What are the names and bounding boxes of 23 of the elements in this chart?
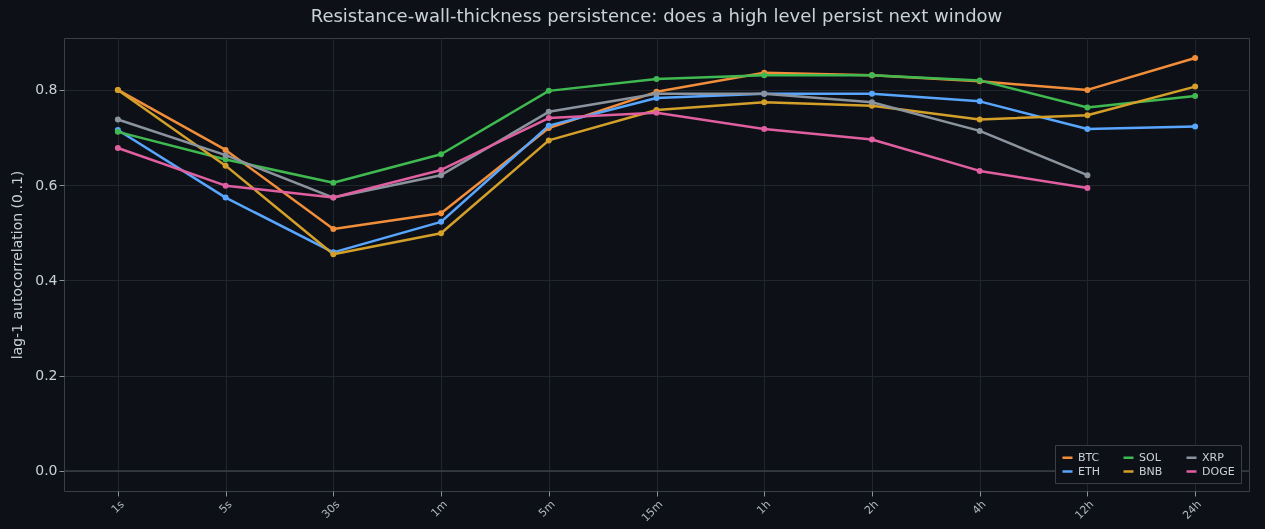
legend-label: XRP bbox=[1202, 450, 1225, 464]
x-tick-label: 30s bbox=[319, 497, 343, 521]
x-tick-label: 5s bbox=[216, 497, 235, 516]
x-tick-label: 1m bbox=[428, 497, 451, 520]
x-tick-label: 1s bbox=[108, 497, 128, 516]
legend-label: ETH bbox=[1078, 464, 1100, 478]
legend-label: BNB bbox=[1139, 464, 1163, 478]
x-tick-label: 5m bbox=[536, 497, 558, 520]
legend-label: DOGE bbox=[1202, 464, 1235, 478]
y-tick-label: 0.4 bbox=[35, 271, 58, 288]
x-tick-label: 12h bbox=[1072, 497, 1097, 522]
x-tick-label: 2h bbox=[861, 497, 881, 517]
y-tick-label: 0.8 bbox=[35, 81, 58, 98]
y-axis-title: lag-1 autocorrelation (0..1) bbox=[9, 170, 26, 360]
y-tick-label: 0.2 bbox=[35, 367, 58, 384]
y-tick-label: 0.6 bbox=[35, 176, 58, 193]
chart-title: Resistance-wall-thickness persistence: does a high level persist next window bbox=[310, 5, 1003, 26]
x-tick-label: 4h bbox=[969, 497, 989, 517]
y-tick-label: 0.0 bbox=[35, 462, 58, 479]
x-tick-label: 24h bbox=[1180, 497, 1205, 522]
legend-label: SOL bbox=[1139, 450, 1162, 464]
legend-label: BTC bbox=[1078, 450, 1100, 464]
x-tick-label: 1h bbox=[754, 497, 774, 517]
